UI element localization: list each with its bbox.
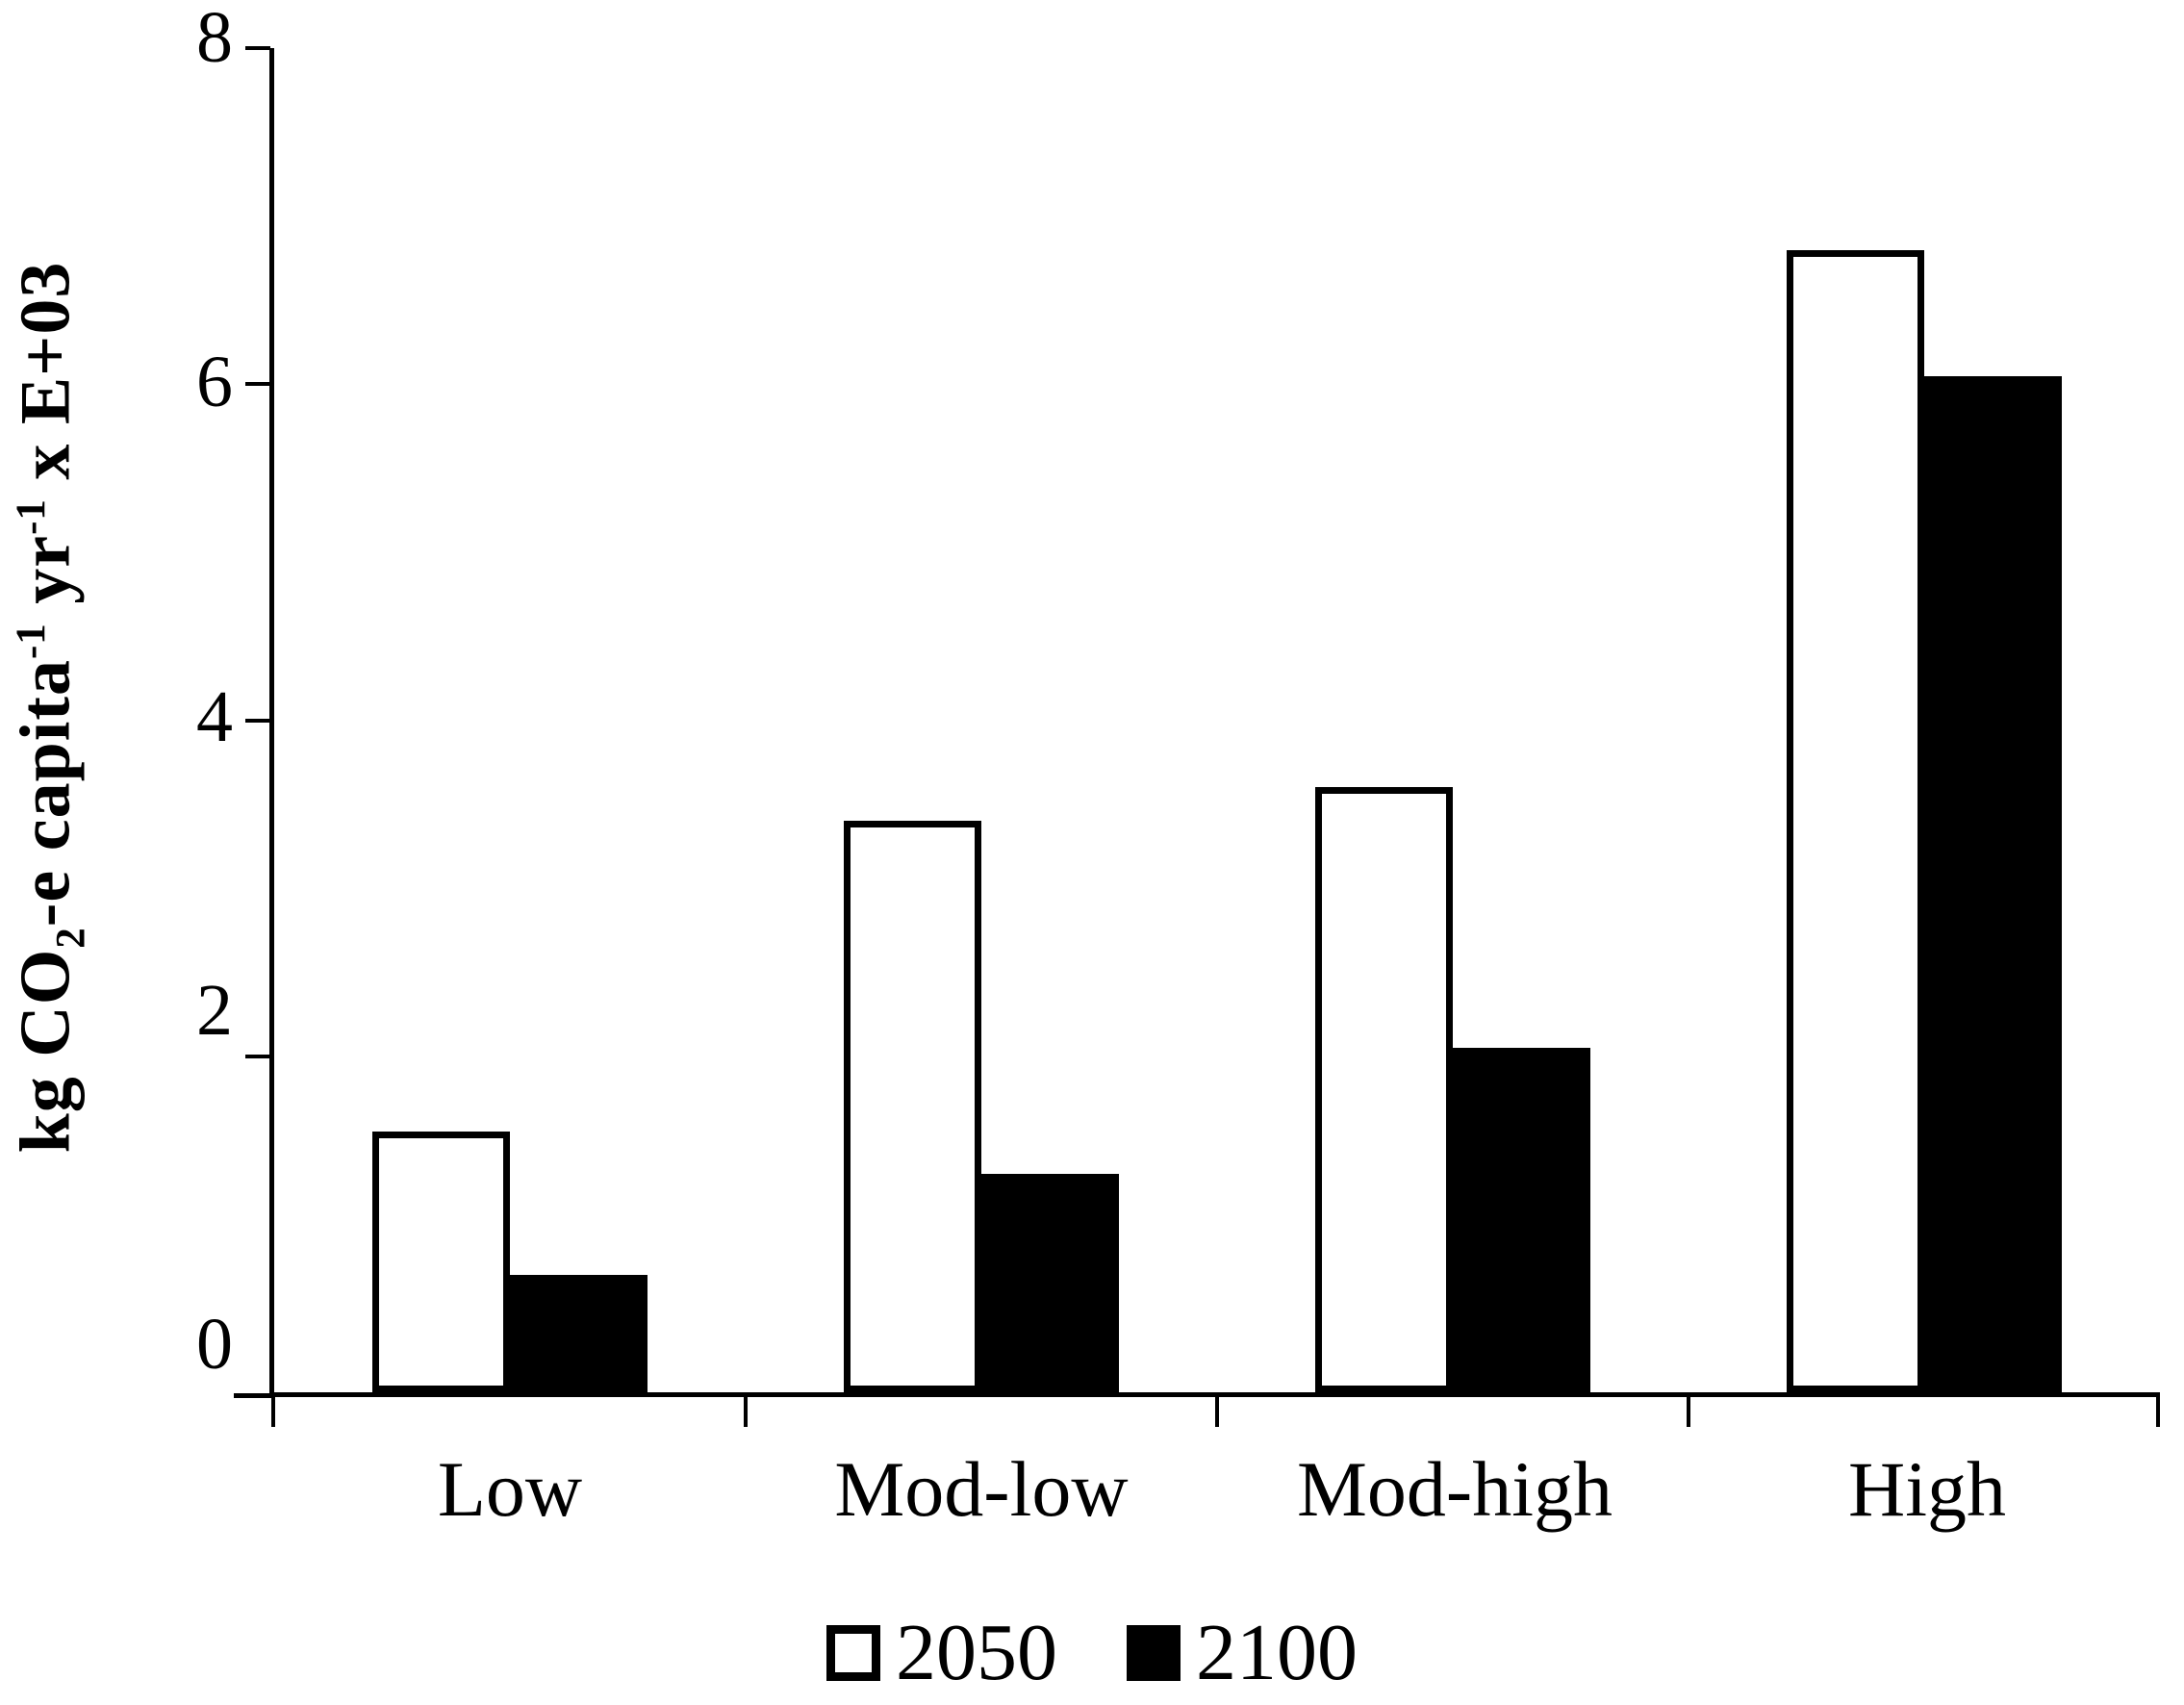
y-axis-tick [245, 382, 270, 386]
y-title-subscript: 2 [48, 927, 94, 949]
x-axis-tick [1687, 1397, 1690, 1427]
x-axis-tick [1215, 1397, 1219, 1427]
y-tick-label-8: 8 [196, 0, 233, 78]
bar-2050-low [372, 1132, 510, 1392]
x-axis-left-extension [234, 1393, 274, 1398]
bar-2100-high [1924, 376, 2062, 1392]
legend-swatch-2100 [1127, 1625, 1181, 1681]
bar-2100-mod-low [981, 1174, 1119, 1392]
x-axis-tick [2156, 1397, 2160, 1427]
y-title-superscript: -1 [8, 623, 54, 660]
legend-item-2050: 2050 [826, 1605, 1057, 1701]
bar-2050-high [1787, 250, 1924, 1392]
y-axis-tick [245, 46, 270, 50]
legend-item-2100: 2100 [1127, 1605, 1358, 1701]
y-title-part: yr [6, 534, 86, 623]
y-axis-tick [245, 719, 270, 723]
x-axis-tick [271, 1397, 275, 1427]
legend: 2050 2100 [0, 1605, 2184, 1701]
y-tick-label-2: 2 [196, 970, 233, 1051]
legend-label-2050: 2050 [896, 1608, 1057, 1697]
bar-2100-low [510, 1275, 648, 1392]
y-tick-label-4: 4 [196, 676, 233, 757]
y-title-superscript: -1 [8, 498, 54, 535]
bar-2050-mod-low [844, 821, 981, 1392]
x-label-mod-high: Mod-high [1297, 1445, 1613, 1533]
y-tick-label-0: 0 [196, 1304, 233, 1385]
x-label-high: High [1848, 1445, 2006, 1533]
y-tick-label-6: 6 [196, 342, 233, 422]
plot-area [245, 46, 2160, 1427]
x-label-low: Low [437, 1445, 583, 1533]
bar-2050-mod-high [1315, 787, 1453, 1392]
bar-2100-mod-high [1453, 1048, 1590, 1392]
x-label-mod-low: Mod-low [834, 1445, 1129, 1533]
x-axis-tick [744, 1397, 748, 1427]
legend-label-2100: 2100 [1196, 1608, 1358, 1697]
legend-swatch-2050 [826, 1625, 880, 1681]
y-axis-tick [245, 1055, 270, 1058]
